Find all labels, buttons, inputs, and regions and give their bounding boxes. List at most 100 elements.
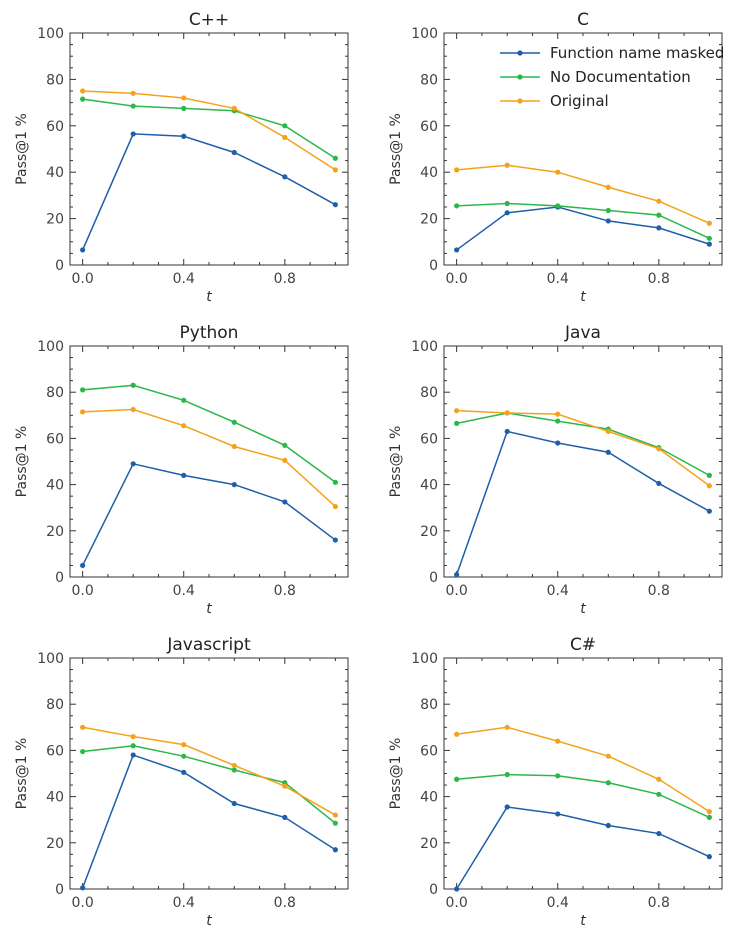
series-line-2: [456, 164, 710, 224]
data-point: [605, 428, 611, 435]
data-point: [130, 752, 136, 758]
data-point: [181, 472, 187, 478]
chart-title: Javascript: [166, 635, 251, 655]
legend-label: Original: [550, 92, 609, 110]
chart-title: Python: [180, 323, 239, 343]
data-point: [454, 572, 460, 578]
x-tick-label: 0.0: [446, 583, 468, 599]
y-tick-label: 0: [429, 258, 438, 274]
data-point: [282, 134, 288, 140]
data-point: [605, 184, 611, 190]
y-tick-label: 0: [55, 570, 64, 586]
data-point: [656, 446, 662, 452]
data-point: [181, 397, 187, 403]
data-point: [332, 155, 338, 161]
series-line-2: [456, 409, 710, 487]
y-tick-label: 60: [46, 743, 64, 759]
data-point: [706, 814, 712, 820]
x-tick-label: 0.4: [173, 583, 195, 599]
x-axis-label: t: [206, 289, 212, 305]
x-tick-label: 0.8: [274, 271, 296, 287]
panel-1: C 0 20 40 60 80 100 0.0 0.4 0.8 t Pass@1 % Function …: [388, 10, 724, 305]
data-point: [181, 95, 187, 101]
y-tick-label: 20: [46, 524, 64, 540]
data-point: [130, 90, 136, 96]
data-point: [130, 743, 136, 749]
y-tick-label: 40: [420, 165, 438, 181]
x-tick-label: 0.8: [274, 895, 296, 911]
plot-frame: [443, 657, 723, 890]
series-line-1: [82, 98, 336, 159]
y-tick-label: 60: [420, 743, 438, 759]
data-point: [130, 131, 136, 137]
y-tick-label: 80: [46, 72, 64, 88]
x-tick-label: 0.8: [648, 895, 670, 911]
data-point: [555, 773, 561, 779]
data-point: [555, 418, 561, 424]
y-tick-label: 100: [37, 651, 64, 667]
data-point: [454, 247, 460, 253]
chart-title: Java: [564, 323, 601, 343]
data-point: [231, 149, 237, 156]
data-point: [504, 162, 510, 168]
data-point: [181, 105, 187, 111]
data-point: [656, 776, 662, 782]
data-point: [454, 886, 460, 892]
y-tick-label: 80: [420, 697, 438, 713]
y-tick-label: 60: [46, 431, 64, 447]
chart-title: C: [577, 10, 589, 30]
x-axis-label: t: [206, 601, 212, 617]
chart-title: C#: [570, 635, 596, 655]
series-line-2: [82, 726, 336, 816]
data-point: [231, 762, 237, 769]
data-point: [706, 472, 712, 478]
y-axis-label: Pass@1 %: [14, 426, 30, 498]
data-point: [332, 479, 338, 485]
x-tick-label: 0.8: [274, 583, 296, 599]
data-point: [231, 767, 237, 773]
series-line-2: [82, 408, 336, 508]
series-line-1: [82, 384, 336, 483]
data-point: [130, 461, 136, 467]
data-point: [454, 776, 460, 782]
data-point: [80, 748, 86, 755]
y-tick-label: 100: [411, 339, 438, 355]
data-point: [130, 733, 136, 740]
data-point: [332, 537, 338, 543]
data-point: [80, 562, 86, 569]
y-tick-label: 0: [55, 258, 64, 274]
data-point: [555, 440, 561, 446]
data-point: [504, 804, 510, 810]
y-axis-label: Pass@1 %: [388, 738, 404, 810]
legend-swatch-marker: [517, 74, 523, 80]
data-point: [605, 753, 611, 759]
legend-label: Function name masked: [550, 44, 724, 62]
data-point: [706, 854, 712, 860]
data-point: [282, 123, 288, 129]
panel-0: C++ 0 20 40 60 80 100 0.0 0.4 0.8 t Pass@1 %: [14, 10, 349, 305]
data-point: [231, 482, 237, 488]
y-tick-label: 20: [46, 212, 64, 228]
x-tick-label: 0.4: [173, 271, 195, 287]
plot-frame: [443, 345, 723, 578]
x-tick-label: 0.0: [446, 271, 468, 287]
y-axis-label: Pass@1 %: [388, 426, 404, 498]
x-tick-label: 0.0: [72, 895, 94, 911]
x-tick-label: 0.4: [547, 271, 569, 287]
series-line-0: [455, 430, 710, 575]
data-point: [605, 449, 611, 455]
data-point: [130, 406, 136, 413]
data-point: [706, 241, 712, 247]
data-point: [555, 203, 561, 209]
data-point: [332, 167, 338, 173]
data-point: [231, 105, 237, 111]
y-tick-label: 80: [46, 385, 64, 401]
series-line-1: [456, 412, 710, 477]
data-point: [706, 508, 712, 514]
y-axis-label: Pass@1 %: [14, 738, 30, 810]
data-point: [706, 220, 712, 226]
data-point: [605, 218, 611, 224]
panel-2: Python 0 20 40 60 80 100 0.0 0.4 0.8 t Pass@1 %: [14, 323, 349, 617]
data-point: [282, 442, 288, 448]
